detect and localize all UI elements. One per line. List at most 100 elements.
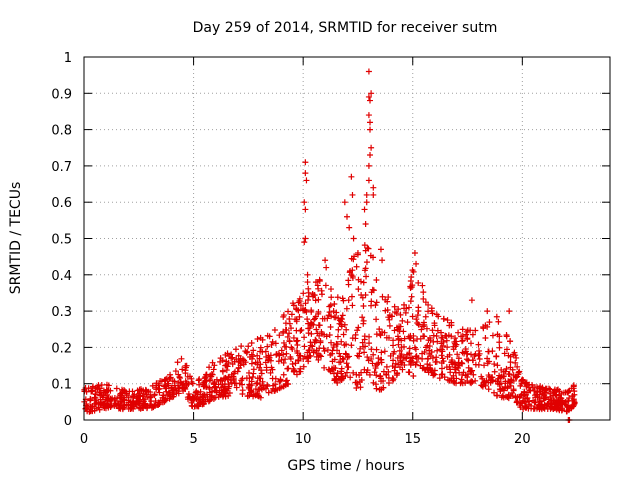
data-point xyxy=(521,391,528,398)
data-point xyxy=(427,353,434,360)
data-point xyxy=(496,339,503,346)
data-point xyxy=(93,397,100,404)
data-point xyxy=(229,354,236,361)
data-point xyxy=(296,313,303,320)
outlier-point xyxy=(349,191,356,198)
data-point xyxy=(292,360,299,367)
data-point xyxy=(209,371,216,378)
data-point xyxy=(162,396,169,403)
data-point xyxy=(502,383,509,390)
data-point xyxy=(419,350,426,357)
data-point xyxy=(327,302,334,309)
chart-title: Day 259 of 2014, SRMTID for receiver sut… xyxy=(193,20,498,36)
data-point xyxy=(217,377,224,384)
data-point xyxy=(333,309,340,316)
data-point xyxy=(404,319,411,326)
data-point xyxy=(510,372,517,379)
data-point xyxy=(413,353,420,360)
data-point xyxy=(433,358,440,365)
data-point xyxy=(551,397,558,404)
data-point xyxy=(178,355,185,362)
outlier-point xyxy=(363,191,370,198)
data-point xyxy=(496,386,503,393)
data-point xyxy=(249,373,256,380)
data-point xyxy=(378,349,385,356)
data-point xyxy=(354,380,361,387)
data-point xyxy=(311,292,318,299)
data-point xyxy=(262,385,269,392)
data-point xyxy=(336,350,343,357)
data-point xyxy=(105,404,112,411)
data-point xyxy=(156,389,163,396)
data-point xyxy=(343,326,350,333)
data-point xyxy=(524,394,531,401)
data-point xyxy=(533,391,540,398)
data-point xyxy=(133,395,140,402)
y-tick-label: 0.5 xyxy=(51,233,72,248)
data-point xyxy=(252,359,259,366)
data-point xyxy=(368,289,375,296)
data-point xyxy=(362,343,369,350)
data-point xyxy=(123,390,130,397)
data-point xyxy=(259,336,266,343)
data-point xyxy=(472,327,479,334)
outlier-point xyxy=(370,184,377,191)
data-point xyxy=(263,364,270,371)
data-point xyxy=(293,338,300,345)
data-point xyxy=(424,355,431,362)
data-point xyxy=(387,352,394,359)
data-point xyxy=(505,371,512,378)
data-point xyxy=(288,311,295,318)
data-point xyxy=(250,347,257,354)
data-point xyxy=(280,328,287,335)
data-point xyxy=(305,285,312,292)
data-point xyxy=(394,354,401,361)
data-point xyxy=(360,279,367,286)
data-point xyxy=(456,369,463,376)
outlier-point xyxy=(365,112,372,119)
data-point xyxy=(352,335,359,342)
data-point xyxy=(423,325,430,332)
data-point xyxy=(428,305,435,312)
data-point xyxy=(469,331,476,338)
data-point xyxy=(284,333,291,340)
data-point xyxy=(491,368,498,375)
data-point xyxy=(354,327,361,334)
data-point xyxy=(444,344,451,351)
data-point xyxy=(156,400,163,407)
data-point xyxy=(350,369,357,376)
data-point xyxy=(378,378,385,385)
data-point xyxy=(530,397,537,404)
outlier-point xyxy=(379,257,386,264)
data-point xyxy=(334,347,341,354)
data-point xyxy=(422,299,429,306)
data-point xyxy=(463,356,470,363)
data-point xyxy=(361,366,368,373)
data-point xyxy=(409,267,416,274)
data-point xyxy=(403,355,410,362)
data-point xyxy=(272,340,279,347)
data-point xyxy=(315,296,322,303)
data-point xyxy=(366,333,373,340)
data-point xyxy=(361,336,368,343)
data-point xyxy=(412,353,419,360)
data-point xyxy=(200,394,207,401)
data-point xyxy=(92,400,99,407)
data-point xyxy=(467,340,474,347)
data-point xyxy=(571,399,578,406)
data-point xyxy=(438,340,445,347)
data-point xyxy=(326,331,333,338)
data-point xyxy=(152,402,159,409)
data-point xyxy=(377,332,384,339)
data-point xyxy=(300,363,307,370)
data-point xyxy=(424,365,431,372)
data-point xyxy=(182,367,189,374)
outlier-point xyxy=(323,264,330,271)
y-tick-label: 0.9 xyxy=(51,87,72,102)
data-point xyxy=(438,329,445,336)
data-point xyxy=(373,316,380,323)
data-point xyxy=(156,382,163,389)
outlier-point xyxy=(344,213,350,220)
data-point xyxy=(290,368,297,375)
